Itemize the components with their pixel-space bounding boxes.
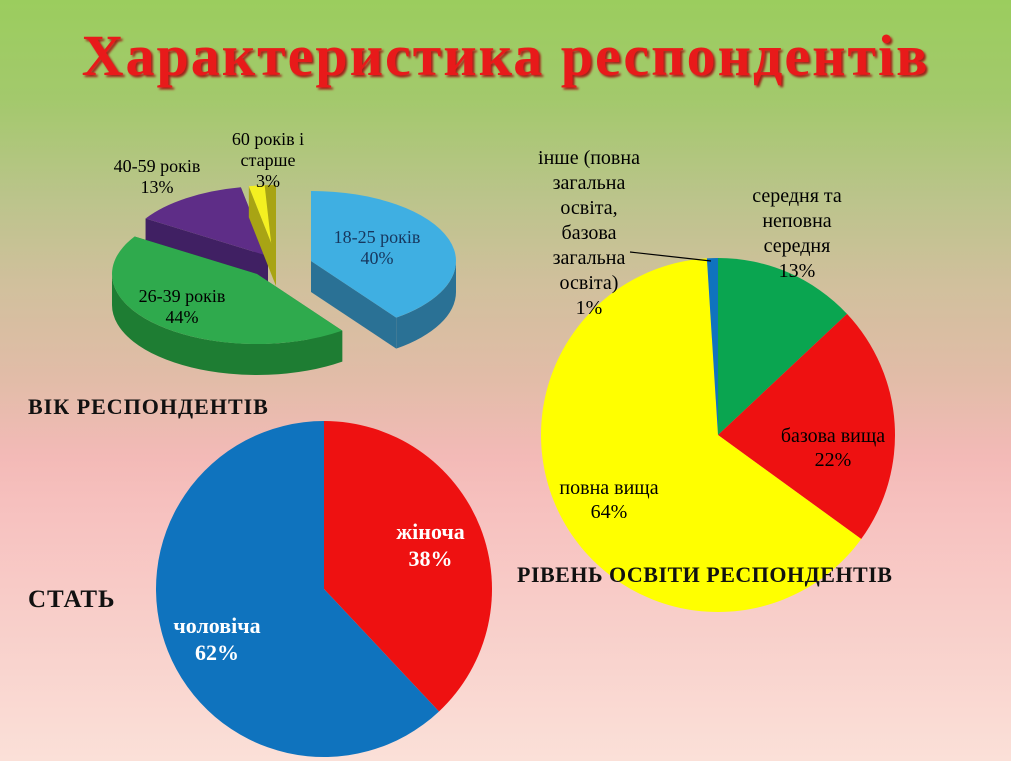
age-pie-3d <box>111 185 457 375</box>
gender-chart-title: СТАТЬ <box>28 586 116 613</box>
education-slice-базова-вища <box>718 313 895 540</box>
age-slice-18-25-років-wall-1 <box>311 261 397 349</box>
gender-label-male: чоловіча 62% <box>173 613 261 665</box>
slide-title: Характеристика респондентів <box>81 23 930 88</box>
education-chart-title: РІВЕНЬ ОСВІТИ РЕСПОНДЕНТІВ <box>517 562 893 587</box>
age-slice-60-років-і-старше-wall-0 <box>248 186 276 286</box>
age-slice-26-39-років-rim <box>111 274 343 375</box>
gender-slice-жіноча <box>324 421 492 712</box>
education-label-other: інше (повна загальна освіта, базова зага… <box>538 147 640 319</box>
gender-label-female: жіноча 38% <box>396 519 465 571</box>
age-label-40-59: 40-59 років 13% <box>113 156 201 197</box>
education-label-base-higher: базова вища 22% <box>780 425 886 471</box>
education-leader-line <box>629 251 712 262</box>
education-label-secondary: середня та неповна середня 13% <box>752 185 842 282</box>
age-label-60-plus: 60 років і старше 3% <box>231 129 305 191</box>
age-slice-60-років-і-старше-side-overlay <box>264 185 276 286</box>
gender-slice-чоловіча <box>155 421 440 757</box>
age-chart-title: ВІК РЕСПОНДЕНТІВ <box>28 394 269 419</box>
age-label-18-25: 18-25 років 40% <box>333 227 421 268</box>
education-slice-інше-повна-загальна-освіта-базова-загальна-освіта <box>706 258 718 435</box>
age-slice-40-59-років-top <box>145 187 268 256</box>
gender-pie <box>155 421 492 757</box>
age-label-26-39: 26-39 років 44% <box>138 286 226 327</box>
education-label-full-higher: повна вища 64% <box>559 477 659 523</box>
age-slice-26-39-років-top <box>111 236 343 345</box>
education-slice-повна-вища <box>540 258 862 612</box>
education-slice-середня-та-неповна-середня <box>718 258 848 435</box>
age-slice-18-25-років-rim <box>396 261 457 349</box>
education-pie <box>540 251 895 612</box>
age-slice-18-25-років-top <box>311 191 457 318</box>
